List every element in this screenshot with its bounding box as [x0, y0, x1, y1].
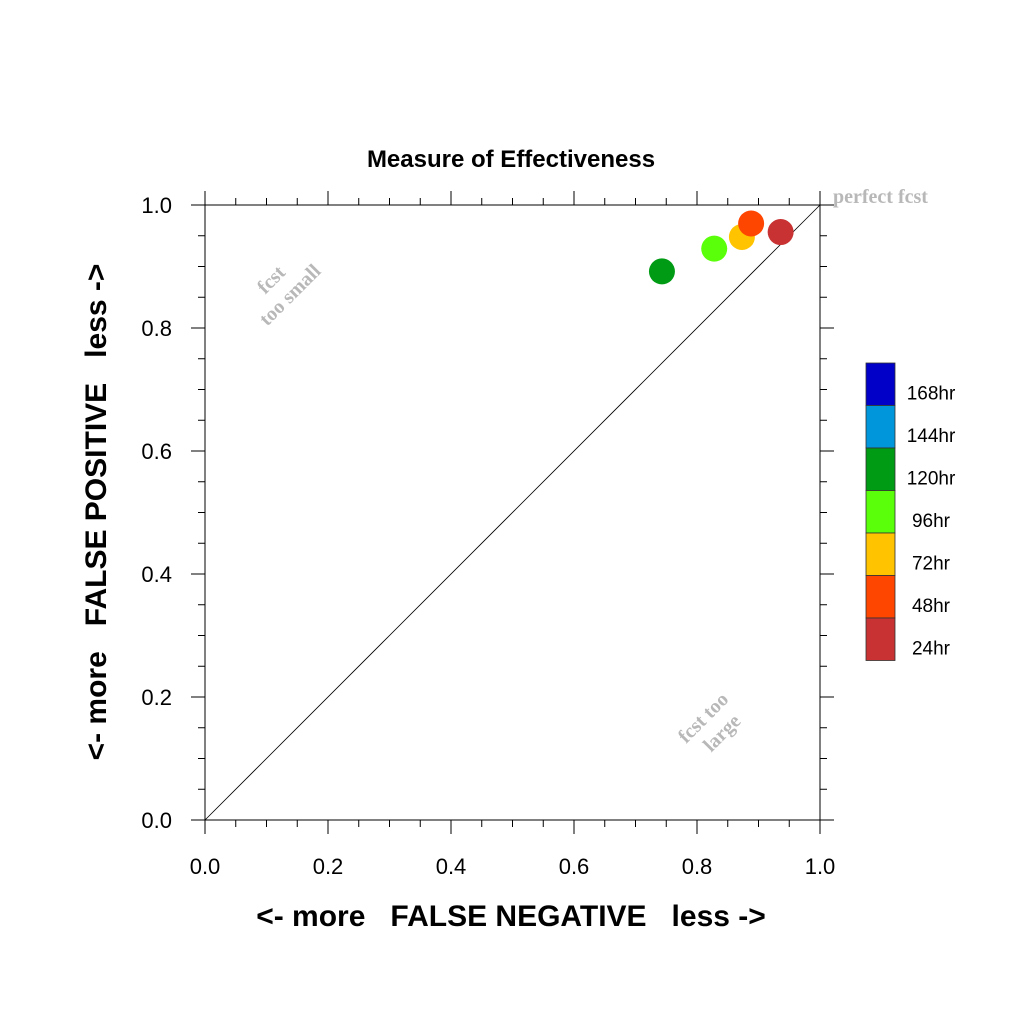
annotation-too-small: fcst too small — [238, 243, 325, 330]
y-tick-label: 0.0 — [141, 808, 172, 833]
y-tick-labels: 0.0 0.2 0.4 0.6 0.8 1.0 — [141, 193, 172, 833]
legend-label-72hr: 72hr — [912, 554, 951, 575]
legend-label-168hr: 168hr — [907, 384, 956, 405]
legend-label-24hr: 24hr — [912, 639, 951, 660]
x-tick-label: 0.8 — [682, 854, 713, 879]
x-tick-label: 0.0 — [190, 854, 221, 879]
legend-swatch-24hr — [865, 617, 896, 661]
x-tick-labels: 0.0 0.2 0.4 0.6 0.8 1.0 — [190, 854, 836, 879]
annotation-too-large: fcst too large — [674, 685, 754, 765]
y-tick-label: 0.6 — [141, 439, 172, 464]
legend-swatch-96hr — [865, 490, 896, 534]
x-tick-label: 0.6 — [559, 854, 590, 879]
x-axis-label: <- more FALSE NEGATIVE less -> — [256, 900, 766, 933]
annotation-perfect-forecast: perfect fcst — [833, 186, 928, 208]
legend-label-120hr: 120hr — [907, 469, 956, 490]
legend-swatch-72hr — [865, 532, 896, 576]
x-tick-label: 1.0 — [805, 854, 836, 879]
legend-swatch-48hr — [865, 575, 896, 619]
chart-title: Measure of Effectiveness — [367, 146, 655, 173]
y-tick-label: 1.0 — [141, 193, 172, 218]
legend: 168hr 144hr 120hr 96hr 72hr 48hr 24hr — [865, 362, 956, 661]
legend-swatch-120hr — [865, 447, 896, 491]
diagonal-line — [204, 204, 821, 821]
minor-ticks — [191, 191, 834, 834]
data-point-96hr — [701, 235, 728, 262]
y-tick-label: 0.8 — [141, 316, 172, 341]
data-point-24hr — [767, 219, 794, 246]
data-points — [648, 210, 794, 285]
data-point-120hr — [648, 258, 675, 285]
legend-swatch-144hr — [865, 405, 896, 449]
legend-label-48hr: 48hr — [912, 596, 951, 617]
data-point-48hr — [738, 210, 765, 237]
x-tick-label: 0.4 — [436, 854, 467, 879]
x-tick-label: 0.2 — [313, 854, 344, 879]
y-axis-label: <- more FALSE POSITIVE less -> — [80, 264, 113, 761]
legend-label-144hr: 144hr — [907, 426, 956, 447]
y-tick-label: 0.4 — [141, 562, 172, 587]
legend-swatch-168hr — [865, 362, 896, 406]
y-tick-label: 0.2 — [141, 685, 172, 710]
legend-label-96hr: 96hr — [912, 511, 951, 532]
